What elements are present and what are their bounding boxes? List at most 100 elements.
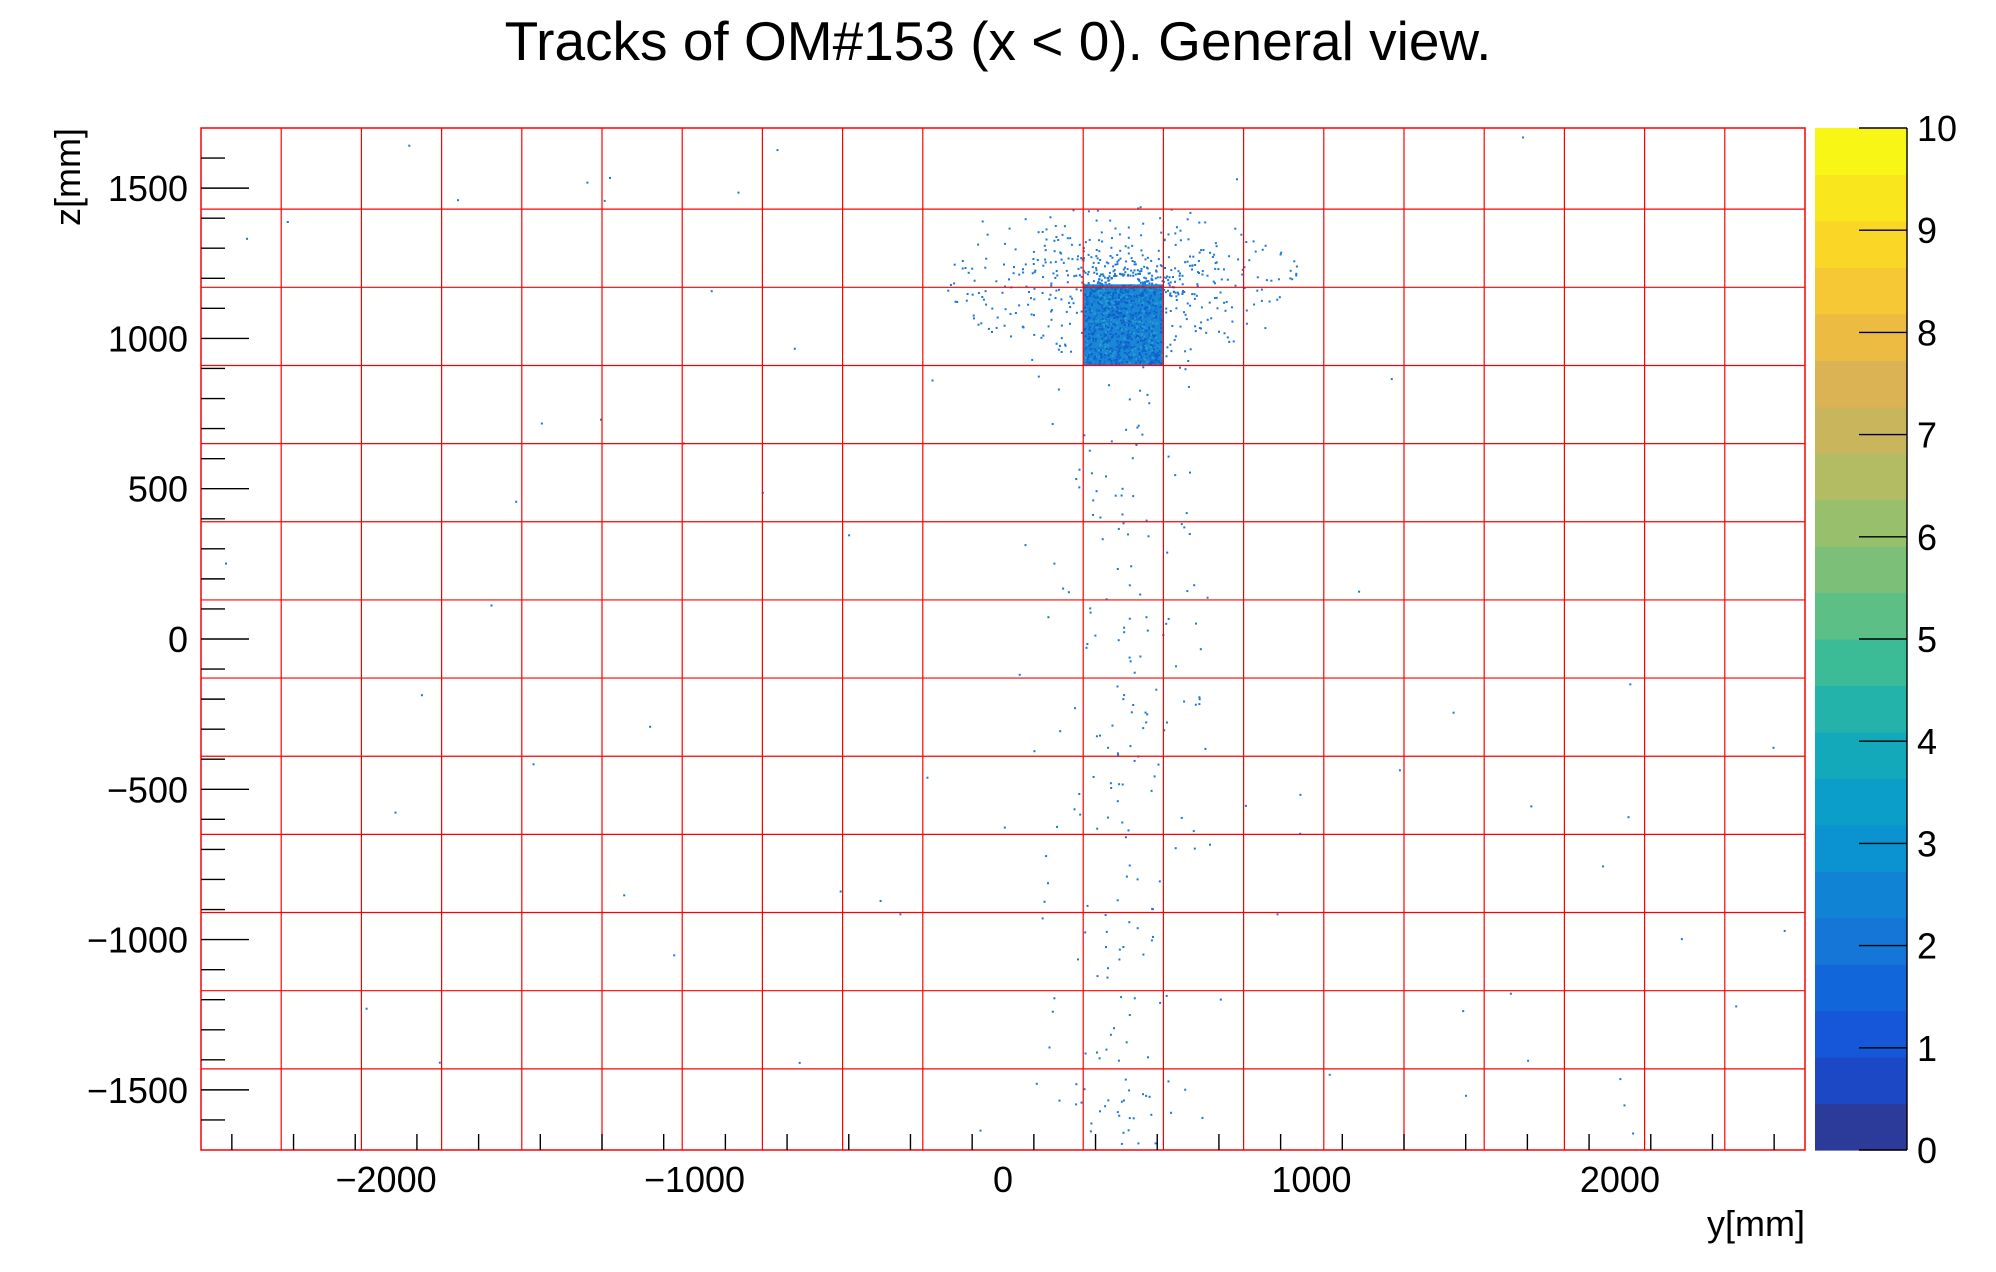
track-point [1167, 617, 1170, 620]
track-point [1067, 257, 1070, 260]
dense-point [1145, 348, 1148, 351]
track-point [1170, 269, 1173, 272]
dense-point [1132, 313, 1135, 315]
dense-point [1093, 312, 1096, 315]
track-point [1100, 231, 1103, 234]
dense-point [1119, 311, 1121, 314]
dense-point [1103, 305, 1106, 308]
dense-point [1109, 313, 1112, 316]
dense-point [1142, 310, 1145, 313]
dense-point [1098, 356, 1101, 358]
dense-point [1133, 324, 1135, 327]
track-point [1082, 247, 1085, 250]
track-point [1069, 237, 1072, 240]
dense-point [1104, 291, 1107, 294]
dense-point [1117, 316, 1119, 318]
track-point [1139, 655, 1142, 658]
track-point [1122, 522, 1125, 525]
dense-point [1086, 357, 1089, 360]
track-point [1128, 1089, 1131, 1092]
track-point [1111, 724, 1114, 727]
track-point [1193, 847, 1196, 850]
dense-point [1131, 349, 1134, 352]
track-point [1178, 278, 1181, 281]
dense-point [1098, 309, 1101, 312]
track-point [1054, 297, 1057, 299]
track-point [1031, 272, 1034, 275]
track-point [1215, 245, 1218, 248]
track-point [1462, 1010, 1465, 1013]
dense-point [1115, 345, 1118, 348]
dense-point [1097, 334, 1100, 337]
dense-point [1090, 353, 1093, 355]
dense-point [1107, 292, 1109, 295]
track-point [1122, 946, 1125, 948]
dense-point [1151, 349, 1154, 352]
track-point [1186, 590, 1189, 593]
dense-point [1116, 303, 1119, 305]
track-point [1075, 478, 1078, 480]
dense-point [1135, 327, 1138, 330]
track-point [1092, 513, 1094, 516]
track-point [981, 296, 984, 298]
track-point [1201, 270, 1204, 273]
track-point [1256, 289, 1259, 292]
track-point [1060, 252, 1063, 255]
track-point [1128, 656, 1131, 659]
track-point [1157, 763, 1160, 766]
dense-point [1110, 310, 1113, 313]
track-point [1160, 231, 1163, 234]
dense-point [1148, 334, 1151, 337]
dense-point [1141, 292, 1144, 295]
track-point [1185, 318, 1188, 321]
track-point [1096, 827, 1099, 830]
dense-point [1149, 287, 1152, 290]
track-point [1086, 273, 1089, 276]
track-point [1602, 865, 1604, 868]
track-point [1151, 907, 1154, 910]
track-point [1328, 1073, 1331, 1076]
track-point [1198, 272, 1200, 274]
track-point [1170, 1111, 1172, 1114]
track-point [1124, 266, 1126, 269]
track-point [1187, 238, 1190, 241]
dense-point [1151, 351, 1154, 354]
dense-point [1121, 316, 1124, 319]
track-point [1131, 457, 1134, 460]
dense-point [1159, 362, 1162, 364]
dense-point [1130, 308, 1133, 311]
track-point [540, 422, 543, 425]
track-point [1100, 279, 1103, 282]
dense-point [1137, 327, 1140, 330]
track-point [1165, 276, 1168, 279]
track-point [1206, 274, 1209, 277]
track-point [1264, 327, 1267, 330]
track-point [1178, 274, 1181, 277]
track-point [1087, 253, 1090, 256]
dense-point [1094, 340, 1097, 343]
dense-point [1149, 311, 1152, 314]
dense-point [1100, 349, 1102, 352]
track-point [1154, 277, 1157, 280]
track-point [1187, 360, 1190, 362]
dense-point [1139, 339, 1142, 342]
dense-point [1159, 331, 1162, 334]
dense-point [1154, 315, 1157, 318]
track-point [1008, 227, 1011, 230]
colorbar-tick-label: 6 [1917, 517, 1937, 558]
track-point [1095, 255, 1098, 258]
dense-point [1113, 323, 1116, 326]
track-point [1024, 218, 1027, 221]
track-point [1090, 256, 1093, 259]
dense-point [1111, 347, 1114, 350]
dense-point [1122, 291, 1124, 294]
dense-point [1130, 307, 1133, 310]
track-point [1183, 291, 1186, 293]
track-point [1132, 704, 1135, 706]
palette-swatch [1815, 453, 1907, 501]
track-point [1032, 263, 1035, 265]
dense-point [1158, 350, 1161, 352]
track-point [1024, 263, 1027, 266]
dense-point [1091, 347, 1094, 350]
dense-point [1108, 354, 1111, 357]
